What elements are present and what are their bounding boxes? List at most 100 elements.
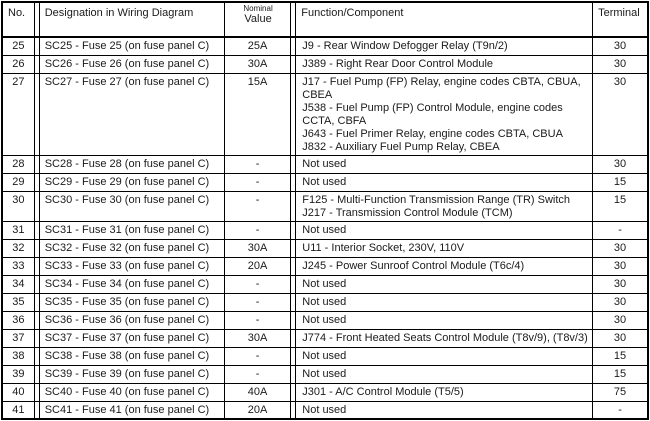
- column-divider: [290, 400, 297, 420]
- fuse-row-36: 36 SC36 - Fuse 36 (on fuse panel C) - Not u…: [1, 310, 649, 330]
- function-component: Not used: [295, 400, 594, 420]
- fuse-row-33: 33 SC33 - Fuse 33 (on fuse panel C) 20A J24…: [1, 256, 649, 276]
- fuse-number: 27: [1, 72, 35, 156]
- terminal: -: [592, 220, 649, 240]
- function-line: Not used: [302, 295, 347, 308]
- function-line: Not used: [302, 349, 347, 362]
- value-label: Value: [244, 13, 272, 25]
- fuse-row-35: 35 SC35 - Fuse 35 (on fuse panel C) - Not u…: [1, 292, 649, 312]
- terminal: -: [592, 400, 649, 420]
- function-component: Not used: [295, 346, 594, 366]
- function-component: Not used: [295, 154, 594, 174]
- fuse-designation: SC41 - Fuse 41 (on fuse panel C): [38, 400, 225, 420]
- fuse-designation: SC28 - Fuse 28 (on fuse panel C): [38, 154, 225, 174]
- function-component: U11 - Interior Socket, 230V, 110V: [295, 238, 594, 258]
- fuse-table-body: 25 SC25 - Fuse 25 (on fuse panel C) 25A J9 …: [1, 36, 649, 420]
- col-header-function: Function/Component: [295, 1, 594, 38]
- fuse-designation: SC38 - Fuse 38 (on fuse panel C): [38, 346, 225, 366]
- col-header-nominal-value: Nominal Value: [223, 1, 292, 38]
- nominal-value: 20A: [223, 256, 292, 276]
- terminal: 30: [592, 292, 649, 312]
- function-line: J17 - Fuel Pump (FP) Relay, engine codes…: [302, 75, 581, 101]
- terminal: 30: [592, 310, 649, 330]
- function-line: Not used: [302, 277, 347, 290]
- fuse-designation: SC30 - Fuse 30 (on fuse panel C): [38, 190, 225, 222]
- function-component: J245 - Power Sunroof Control Module (T6c…: [295, 256, 594, 276]
- nominal-value: 30A: [223, 54, 292, 74]
- function-component: Not used: [295, 292, 594, 312]
- fuse-designation: SC26 - Fuse 26 (on fuse panel C): [38, 54, 225, 74]
- fuse-number: 26: [1, 54, 35, 74]
- fuse-row-38: 38 SC38 - Fuse 38 (on fuse panel C) - Not u…: [1, 346, 649, 366]
- fuse-number: 29: [1, 172, 35, 192]
- nominal-value: 30A: [223, 328, 292, 348]
- function-component: J774 - Front Heated Seats Control Module…: [295, 328, 594, 348]
- terminal: 30: [592, 274, 649, 294]
- fuse-number: 31: [1, 220, 35, 240]
- function-line: J217 - Transmission Control Module (TCM): [302, 206, 513, 219]
- function-component: Not used: [295, 274, 594, 294]
- function-component: J389 - Right Rear Door Control Module: [295, 54, 594, 74]
- function-component: Not used: [295, 364, 594, 384]
- terminal: 30: [592, 54, 649, 74]
- terminal: 15: [592, 364, 649, 384]
- function-line: U11 - Interior Socket, 230V, 110V: [302, 241, 465, 254]
- function-component: Not used: [295, 172, 594, 192]
- terminal: 30: [592, 256, 649, 276]
- column-divider: [33, 400, 40, 420]
- function-line: J832 - Auxiliary Fuel Pump Relay, CBEA: [302, 140, 500, 153]
- fuse-number: 37: [1, 328, 35, 348]
- terminal: 75: [592, 382, 649, 402]
- fuse-row-40: 40 SC40 - Fuse 40 (on fuse panel C) 40A J30…: [1, 382, 649, 402]
- fuse-designation: SC34 - Fuse 34 (on fuse panel C): [38, 274, 225, 294]
- fuse-designation: SC29 - Fuse 29 (on fuse panel C): [38, 172, 225, 192]
- nominal-value: 20A: [223, 400, 292, 420]
- nominal-value: -: [223, 154, 292, 174]
- function-component: Not used: [295, 310, 594, 330]
- fuse-row-37: 37 SC37 - Fuse 37 (on fuse panel C) 30A J77…: [1, 328, 649, 348]
- fuse-designation: SC35 - Fuse 35 (on fuse panel C): [38, 292, 225, 312]
- fuse-designation: SC40 - Fuse 40 (on fuse panel C): [38, 382, 225, 402]
- function-component: J9 - Rear Window Defogger Relay (T9n/2): [295, 36, 594, 56]
- fuse-number: 32: [1, 238, 35, 258]
- fuse-row-32: 32 SC32 - Fuse 32 (on fuse panel C) 30A U11…: [1, 238, 649, 258]
- fuse-number: 39: [1, 364, 35, 384]
- function-line: J643 - Fuel Primer Relay, engine codes C…: [302, 127, 563, 140]
- nominal-value: 40A: [223, 382, 292, 402]
- function-component: Not used: [295, 220, 594, 240]
- nominal-value: 25A: [223, 36, 292, 56]
- fuse-designation: SC27 - Fuse 27 (on fuse panel C): [38, 72, 225, 156]
- col-header-designation: Designation in Wiring Diagram: [38, 1, 225, 38]
- fuse-row-41: 41 SC41 - Fuse 41 (on fuse panel C) 20A Not…: [1, 400, 649, 420]
- function-line: J245 - Power Sunroof Control Module (T6c…: [302, 259, 525, 272]
- terminal: 15: [592, 346, 649, 366]
- terminal: 15: [592, 190, 649, 222]
- function-line: Not used: [302, 157, 347, 170]
- function-line: Not used: [302, 367, 347, 380]
- nominal-label: Nominal: [243, 4, 273, 13]
- nominal-value: 15A: [223, 72, 292, 156]
- nominal-value: -: [223, 292, 292, 312]
- fuse-number: 35: [1, 292, 35, 312]
- terminal: 30: [592, 328, 649, 348]
- fuse-number: 41: [1, 400, 35, 420]
- function-line: J389 - Right Rear Door Control Module: [302, 57, 494, 70]
- function-line: J538 - Fuel Pump (FP) Control Module, en…: [302, 101, 563, 127]
- function-component: J17 - Fuel Pump (FP) Relay, engine codes…: [295, 72, 594, 156]
- fuse-designation: SC36 - Fuse 36 (on fuse panel C): [38, 310, 225, 330]
- fuse-number: 38: [1, 346, 35, 366]
- header-row: No. Designation in Wiring Diagram Nomina…: [1, 1, 649, 38]
- fuse-row-25: 25 SC25 - Fuse 25 (on fuse panel C) 25A J9 …: [1, 36, 649, 56]
- fuse-designation: SC25 - Fuse 25 (on fuse panel C): [38, 36, 225, 56]
- function-line: Not used: [302, 313, 347, 326]
- col-header-no: No.: [1, 1, 35, 38]
- fuse-number: 25: [1, 36, 35, 56]
- terminal: 15: [592, 172, 649, 192]
- col-header-terminal: Terminal: [592, 1, 649, 38]
- fuse-row-31: 31 SC31 - Fuse 31 (on fuse panel C) - Not u…: [1, 220, 649, 240]
- fuse-number: 30: [1, 190, 35, 222]
- function-line: Not used: [302, 223, 347, 236]
- fuse-row-34: 34 SC34 - Fuse 34 (on fuse panel C) - Not u…: [1, 274, 649, 294]
- fuse-designation: SC32 - Fuse 32 (on fuse panel C): [38, 238, 225, 258]
- column-divider: [33, 1, 40, 38]
